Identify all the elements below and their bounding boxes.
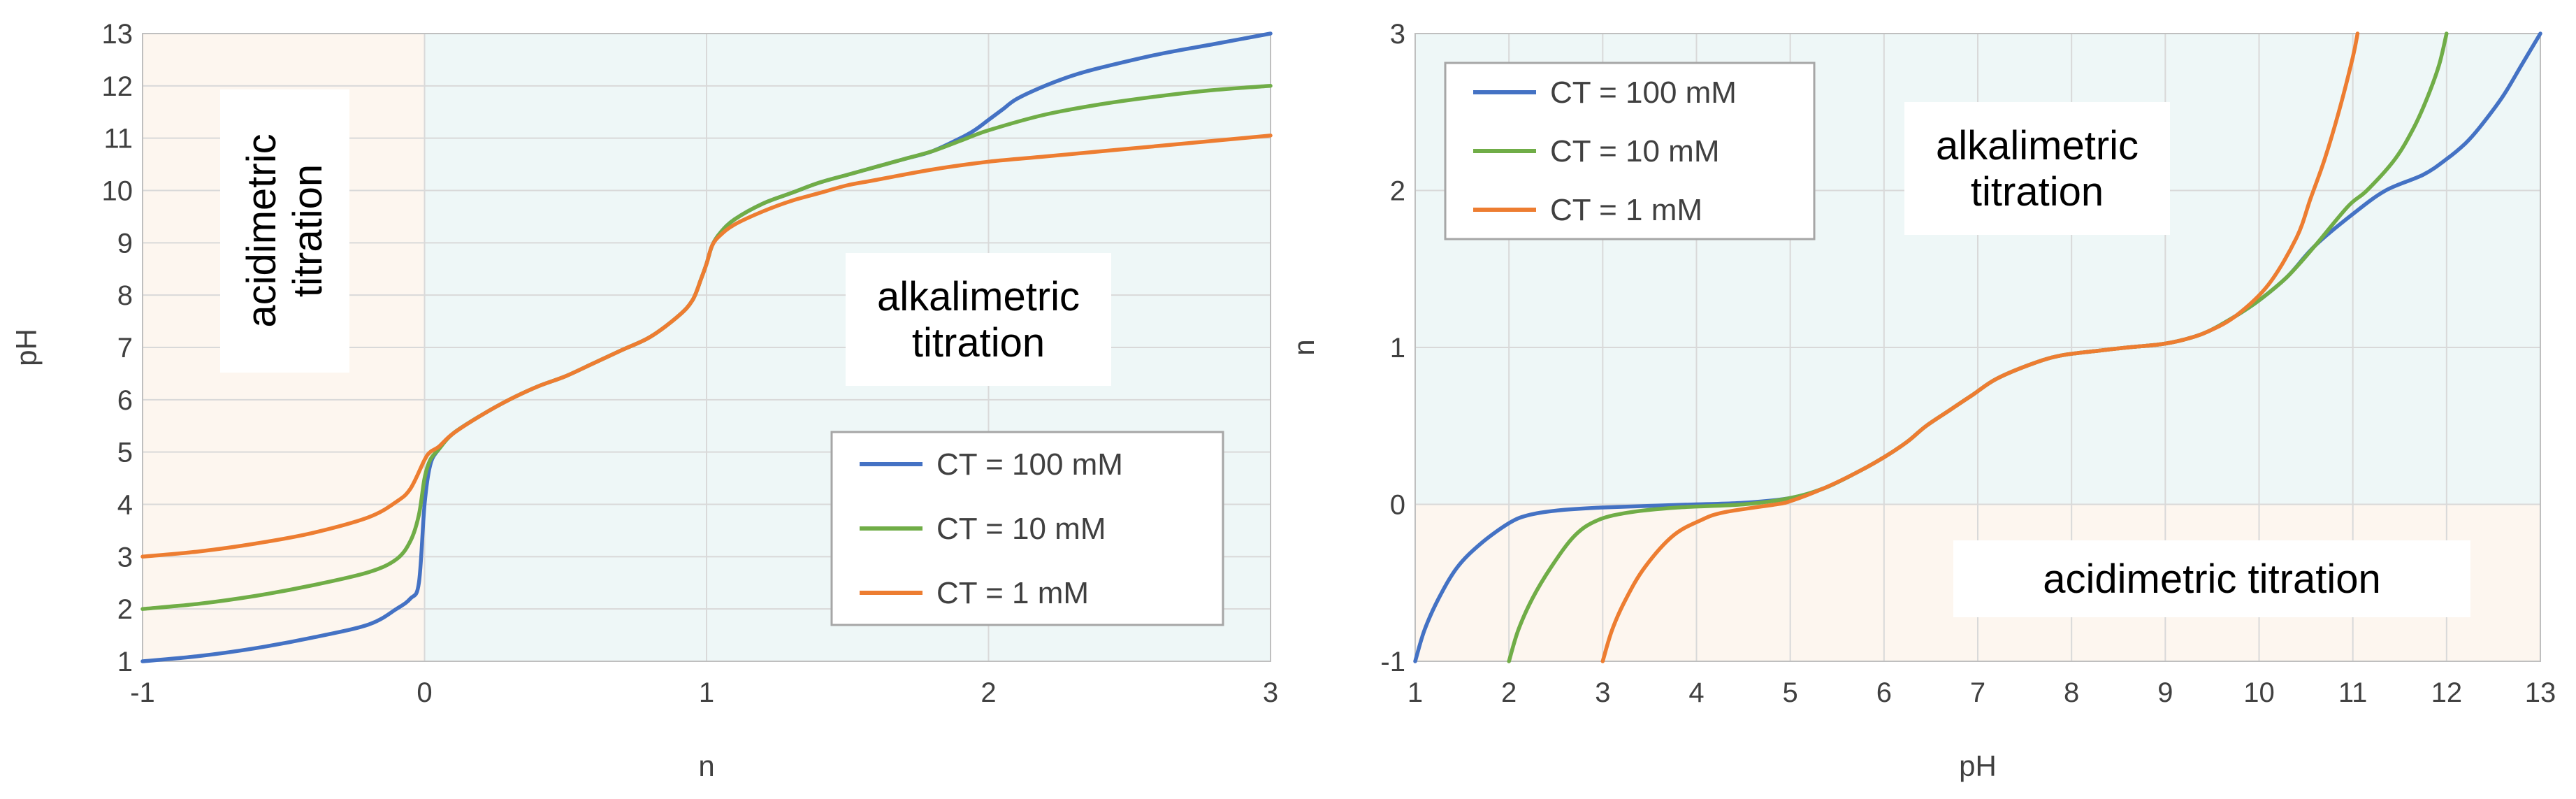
y-tick-label: 12 (102, 71, 133, 102)
plot-area-border (142, 33, 1271, 662)
series-line (1600, 31, 2360, 663)
x-tick-label: 12 (2431, 677, 2463, 708)
y-tick-label: 1 (1390, 333, 1405, 363)
x-tick-label: 1 (699, 677, 714, 708)
y-tick-label: 6 (117, 385, 133, 416)
y-tick-label: 1 (117, 647, 133, 677)
x-tick-label: 6 (1876, 677, 1892, 708)
y-tick-label: -1 (1380, 647, 1405, 677)
y-tick-label: 10 (102, 176, 133, 207)
x-tick-label: 10 (2243, 677, 2275, 708)
x-tick-label: 7 (1970, 677, 1985, 708)
acidimetric-label-box (1953, 540, 2470, 617)
legend-label: CT = 100 mM (1550, 75, 1737, 110)
x-tick-label: 3 (1595, 677, 1610, 708)
acidimetric-label-line: acidimetric titration (2043, 556, 2380, 602)
y-tick-label: 5 (117, 438, 133, 468)
y-tick-label: 3 (117, 542, 133, 573)
x-tick-label: 0 (417, 677, 432, 708)
y-tick-label: 0 (1390, 490, 1405, 521)
y-tick-label: 7 (117, 333, 133, 363)
y-tick-label: 2 (1390, 176, 1405, 207)
x-tick-label: 13 (2525, 677, 2556, 708)
x-tick-label: 9 (2157, 677, 2173, 708)
chart-n-vs-ph: alkalimetric titration acidimetric titrati… (1287, 19, 2556, 782)
y-tick-label: 8 (117, 280, 133, 311)
x-tick-label: 4 (1688, 677, 1704, 708)
acidimetric-label-line: acidimetric (239, 134, 284, 327)
x-tick-label: 8 (2064, 677, 2079, 708)
acidimetric-label-line: titration (285, 164, 331, 297)
alkalimetric-label-box (1904, 102, 2170, 235)
x-tick-label: 2 (1501, 677, 1517, 708)
x-axis-title: n (698, 749, 714, 782)
acidimetric-label: acidimetrictitration (239, 134, 331, 327)
alkalimetric-label-box (846, 253, 1111, 386)
legend-label: CT = 10 mM (1550, 134, 1719, 168)
y-axis-title: pH (10, 329, 43, 366)
alkalimetric-label-line: alkalimetric (877, 274, 1080, 319)
x-tick-label: 2 (981, 677, 996, 708)
legend-label: CT = 10 mM (936, 512, 1106, 546)
y-tick-label: 11 (103, 124, 133, 154)
alkalimetric-label-line: alkalimetric (1936, 123, 2139, 168)
x-tick-label: 1 (1408, 677, 1423, 708)
x-axis-title: pH (1959, 749, 1997, 782)
legend-label: CT = 1 mM (936, 576, 1089, 610)
alkalimetric-label: alkalimetric titration (1936, 123, 2139, 215)
series-line (140, 134, 1273, 559)
y-tick-label: 2 (117, 594, 133, 625)
x-tick-label: 5 (1783, 677, 1798, 708)
alkalimetric-label-line: titration (1971, 169, 2104, 215)
x-tick-label: 11 (2338, 677, 2368, 708)
y-tick-label: 9 (117, 228, 133, 259)
alkalimetric-label-line: titration (912, 320, 1045, 366)
y-tick-label: 13 (102, 19, 133, 50)
legend-label: CT = 1 mM (1550, 193, 1702, 227)
plot-area-border (1414, 33, 2541, 662)
acidimetric-label: acidimetric titration (2043, 556, 2380, 602)
y-tick-label: 3 (1390, 19, 1405, 50)
chart-ph-vs-n: acidimetrictitration alkalimetric titratio… (10, 19, 1278, 782)
legend-label: CT = 100 mM (936, 447, 1123, 482)
x-tick-label: 3 (1263, 677, 1278, 708)
y-tick-label: 4 (117, 490, 133, 521)
y-axis-title: n (1287, 339, 1320, 355)
alkalimetric-label: alkalimetric titration (877, 274, 1080, 366)
x-tick-label: -1 (130, 677, 155, 708)
acidimetric-label-box (220, 89, 349, 373)
